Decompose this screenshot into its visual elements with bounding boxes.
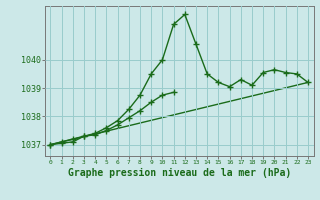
X-axis label: Graphe pression niveau de la mer (hPa): Graphe pression niveau de la mer (hPa) <box>68 168 291 178</box>
